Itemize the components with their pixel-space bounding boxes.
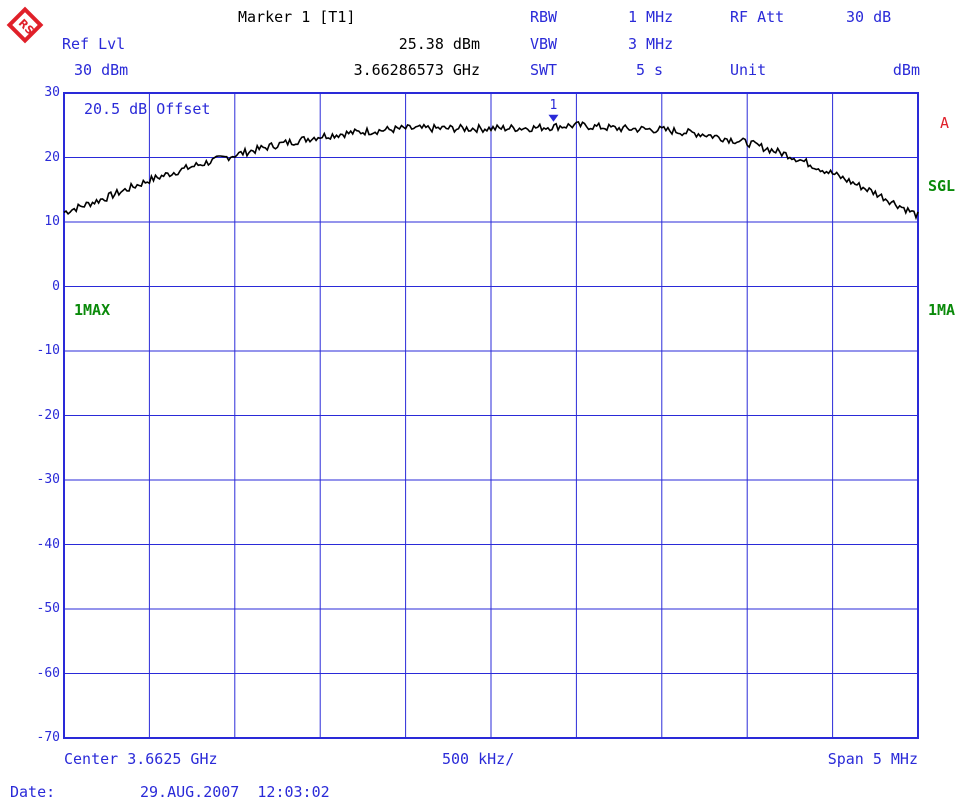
y-tick-label: -30 [36,472,60,487]
marker-title: Marker 1 [T1] [238,8,356,26]
sgl-label: SGL [928,177,956,195]
y-tick-label: 10 [44,214,60,229]
date-value: 29.AUG.2007 12:03:02 [140,783,330,801]
ref-level-label: Ref Lvl [62,35,126,53]
rf-att-value: 30 dB [846,8,892,26]
y-tick-label: -70 [36,730,60,745]
y-tick-label: 30 [44,85,60,100]
trace-mode-right: 1MA [928,301,956,319]
grid [63,92,919,739]
unit-value: dBm [892,61,920,79]
y-tick-label: -20 [36,407,60,423]
marker-frequency: 3.66286573 GHz [353,61,480,79]
swt-value: 5 s [636,61,664,79]
ref-level-value: 30 dBm [74,61,129,79]
marker-1-symbol [548,114,559,122]
swt-label: SWT [530,61,558,79]
trace-a-label: A [940,114,950,132]
date-label: Date: [10,783,56,801]
y-tick-label: -40 [36,536,60,552]
unit-label: Unit [730,61,767,79]
y-tick-label: 0 [52,278,60,294]
rbw-value: 1 MHz [628,8,674,26]
rf-att-label: RF Att [730,8,785,26]
marker-1-label: 1 [549,97,558,113]
rbw-label: RBW [530,8,558,26]
center-frequency: Center 3.6625 GHz [64,750,218,768]
frequency-per-division: 500 kHz/ [442,750,515,768]
y-tick-label: -50 [36,601,60,616]
vbw-value: 3 MHz [628,35,674,53]
vbw-label: VBW [530,35,558,53]
y-tick-label: 20 [44,149,60,165]
span: Span 5 MHz [827,750,918,768]
offset-text: 20.5 dB Offset [84,100,211,118]
y-tick-label: -60 [36,665,60,681]
marker-level: 25.38 dBm [398,35,480,53]
trace-mode-left: 1MAX [74,301,111,319]
y-tick-label: -10 [36,343,60,358]
trace-line [63,120,919,221]
